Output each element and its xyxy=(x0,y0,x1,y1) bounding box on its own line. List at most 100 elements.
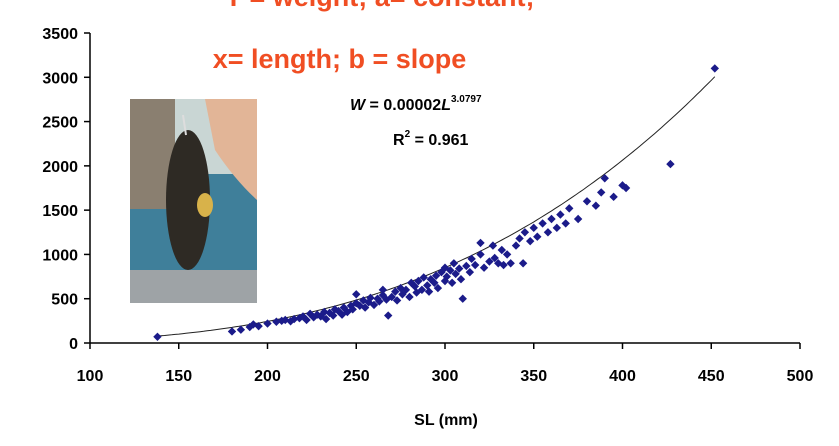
data-point xyxy=(573,214,583,224)
data-point xyxy=(515,234,524,243)
x-tick-label: 450 xyxy=(698,368,725,385)
x-tick-label: 500 xyxy=(787,368,814,385)
data-point xyxy=(254,321,263,331)
data-point xyxy=(552,223,562,233)
data-point xyxy=(391,287,400,296)
y-tick-label: 500 xyxy=(51,292,78,309)
data-point xyxy=(442,272,451,281)
y-tick-label: 3000 xyxy=(42,70,78,87)
data-point xyxy=(490,253,499,263)
data-point xyxy=(321,314,331,324)
data-point xyxy=(289,314,299,324)
data-point xyxy=(597,188,606,197)
data-point xyxy=(430,278,439,287)
data-point xyxy=(506,259,515,268)
data-point xyxy=(499,260,508,270)
x-tick-label: 400 xyxy=(609,368,636,385)
y-tick-label: 3500 xyxy=(42,26,78,43)
data-point xyxy=(458,294,467,303)
data-point xyxy=(384,311,393,320)
data-point xyxy=(526,236,535,246)
data-point xyxy=(405,292,414,302)
x-tick-label: 100 xyxy=(77,368,104,385)
data-point xyxy=(455,264,464,273)
y-tick-label: 0 xyxy=(69,336,78,353)
data-point xyxy=(272,317,281,326)
data-point xyxy=(410,282,420,291)
annotation-line-2: x= length; b = slope xyxy=(212,44,467,74)
equation-text: W = 0.00002L3.0797 xyxy=(350,94,482,114)
data-point xyxy=(302,315,311,325)
r2-value: = 0.961 xyxy=(410,132,468,149)
photo-boat xyxy=(130,270,257,303)
r2-label: R xyxy=(393,132,405,149)
data-point xyxy=(369,300,379,310)
equation-l: L xyxy=(441,97,451,114)
data-point xyxy=(476,250,485,259)
data-point xyxy=(447,278,457,287)
x-tick-label: 300 xyxy=(432,368,459,385)
data-point xyxy=(582,197,592,206)
data-point xyxy=(446,266,455,275)
chart-axes xyxy=(84,32,801,349)
y-tick-label: 1000 xyxy=(42,247,78,264)
y-tick-label: 1500 xyxy=(42,203,78,220)
data-point xyxy=(556,210,565,219)
data-point xyxy=(561,219,570,228)
data-point xyxy=(485,257,494,266)
data-point xyxy=(543,228,553,237)
photo-arm xyxy=(205,99,257,200)
y-tick-label: 2000 xyxy=(42,159,78,176)
data-point xyxy=(414,276,423,286)
x-tick-label: 150 xyxy=(165,368,192,385)
data-point xyxy=(153,332,162,341)
data-points xyxy=(153,64,719,341)
data-point xyxy=(497,245,506,255)
data-point xyxy=(488,241,498,250)
data-point xyxy=(227,327,237,336)
x-tick-label: 350 xyxy=(520,368,547,385)
data-point xyxy=(456,275,466,284)
data-point xyxy=(375,297,384,306)
data-point xyxy=(352,290,361,299)
data-point xyxy=(538,219,547,228)
photo-fish-fin xyxy=(197,193,213,217)
data-point xyxy=(236,325,246,334)
data-point xyxy=(424,287,434,296)
data-point xyxy=(609,192,618,202)
data-point xyxy=(401,285,411,295)
data-point xyxy=(451,269,460,279)
fish-photo xyxy=(130,99,257,303)
data-point xyxy=(462,261,471,271)
data-point xyxy=(387,292,396,302)
x-tick-label: 250 xyxy=(343,368,370,385)
data-point xyxy=(511,241,521,250)
data-point xyxy=(449,259,459,268)
data-point xyxy=(476,238,485,248)
data-point xyxy=(392,296,402,305)
tick-labels: 100 150 200 250 300 350 400 450 500 0 500 1000 1500 2… xyxy=(42,26,813,385)
data-point xyxy=(360,303,370,312)
data-point xyxy=(529,223,538,233)
data-point xyxy=(417,285,427,295)
data-point xyxy=(348,305,357,314)
data-point xyxy=(465,267,475,277)
data-point xyxy=(419,273,428,282)
data-point xyxy=(431,271,441,280)
data-point xyxy=(600,174,609,183)
data-point xyxy=(467,254,476,264)
data-point xyxy=(433,283,443,293)
data-point xyxy=(470,260,480,270)
data-point xyxy=(533,232,542,241)
data-point xyxy=(479,263,489,272)
r-squared-text: R2 = 0.961 xyxy=(393,129,469,149)
data-point xyxy=(502,250,512,259)
data-point xyxy=(320,307,329,317)
data-point xyxy=(547,214,556,224)
data-point xyxy=(378,285,388,295)
y-tick-label: 2500 xyxy=(42,115,78,132)
data-point xyxy=(565,204,574,213)
data-point xyxy=(710,64,719,73)
data-point xyxy=(621,183,631,193)
